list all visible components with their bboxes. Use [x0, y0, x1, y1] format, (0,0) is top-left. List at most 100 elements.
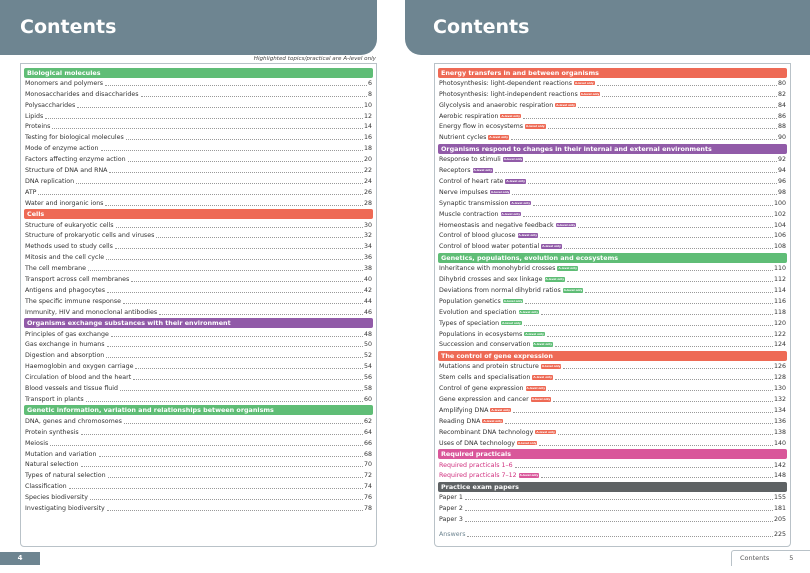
toc-entry[interactable]: Transport across cell membranes 40: [24, 274, 373, 285]
toc-entry[interactable]: Factors affecting enzyme action 20: [24, 154, 373, 165]
dot-leader: [541, 313, 773, 315]
entry-title-text: Homeostasis and negative feedback: [439, 221, 554, 229]
toc-entry[interactable]: ATP 26: [24, 187, 373, 198]
toc-entry[interactable]: Reading DNA A-level only 136: [438, 416, 787, 427]
dot-leader: [156, 237, 363, 239]
toc-entry[interactable]: Lipids 12: [24, 111, 373, 122]
toc-entry[interactable]: Uses of DNA technology A-level only 140: [438, 438, 787, 449]
toc-entry[interactable]: Aerobic respiration A-level only 86: [438, 111, 787, 122]
toc-entry[interactable]: Mitosis and the cell cycle 36: [24, 252, 373, 263]
toc-entry[interactable]: Inheritance with monohybrid crosses A-lev…: [438, 263, 787, 274]
toc-entry[interactable]: Antigens and phagocytes 42: [24, 285, 373, 296]
toc-entry[interactable]: Meiosis 66: [24, 438, 373, 449]
toc-entry[interactable]: Required practicals 1–6 142: [438, 460, 787, 471]
toc-entry[interactable]: Polysaccharides 10: [24, 100, 373, 111]
toc-entry[interactable]: Recombinant DNA technology A-level only 13…: [438, 427, 787, 438]
toc-entry[interactable]: Synaptic transmission A-level only 100: [438, 198, 787, 209]
entry-page: 84: [777, 101, 786, 109]
toc-entry[interactable]: Population genetics A-level only 116: [438, 296, 787, 307]
toc-entry[interactable]: Species biodiversity 76: [24, 492, 373, 503]
entry-title: Mitosis and the cell cycle: [25, 253, 104, 263]
toc-entry[interactable]: Testing for biological molecules 16: [24, 132, 373, 143]
toc-entry[interactable]: Blood vessels and tissue fluid 58: [24, 383, 373, 394]
toc-entry[interactable]: Mutations and protein structure A-level o…: [438, 361, 787, 372]
toc-entry[interactable]: Structure of prokaryotic cells and virus…: [24, 231, 373, 242]
toc-entry[interactable]: DNA replication 24: [24, 176, 373, 187]
entry-page: 26: [363, 188, 372, 196]
toc-entry[interactable]: Monomers and polymers 6: [24, 78, 373, 89]
toc-entry[interactable]: Homeostasis and negative feedback A-level…: [438, 220, 787, 231]
toc-entry[interactable]: Haemoglobin and oxygen carriage 54: [24, 361, 373, 372]
entry-title: Paper 1: [439, 493, 463, 503]
toc-entry[interactable]: Required practicals 7–12 A-level only 148: [438, 471, 787, 482]
toc-entry[interactable]: Control of gene expression A-level only 13…: [438, 383, 787, 394]
toc-entry[interactable]: Methods used to study cells 34: [24, 241, 373, 252]
a-level-badge: A-level only: [524, 331, 545, 337]
entry-page: 58: [363, 385, 372, 393]
toc-entry[interactable]: Immunity, HIV and monoclonal antibodies 4…: [24, 307, 373, 318]
toc-entry[interactable]: Energy flow in ecosystems A-level only 88: [438, 122, 787, 133]
a-level-badge: A-level only: [490, 407, 511, 413]
entry-page: 82: [777, 90, 786, 98]
toc-entry[interactable]: Evolution and speciation A-level only 118: [438, 307, 787, 318]
toc-entry[interactable]: Nerve impulses A-level only 98: [438, 187, 787, 198]
toc-entry[interactable]: Types of natural selection 72: [24, 470, 373, 481]
toc-entry[interactable]: Nutrient cycles A-level only 90: [438, 132, 787, 143]
entry-title-text: Stem cells and specialisation: [439, 374, 531, 382]
dot-leader: [90, 499, 363, 501]
toc-entry[interactable]: Response to stimuli A-level only 92: [438, 154, 787, 165]
toc-entry[interactable]: Populations in ecosystems A-level only 122: [438, 329, 787, 340]
entry-title: Homeostasis and negative feedback A-level…: [439, 221, 577, 231]
toc-entry[interactable]: Glycolysis and anaerobic respiration A-le…: [438, 100, 787, 111]
toc-entry[interactable]: Deviations from normal dihybrid ratios A-…: [438, 285, 787, 296]
toc-entry[interactable]: Control of blood glucose A-level only 106: [438, 231, 787, 242]
toc-entry[interactable]: Photosynthesis: light-dependent reaction…: [438, 78, 787, 89]
a-level-badge: A-level only: [518, 473, 540, 478]
toc-entry[interactable]: Structure of eukaryotic cells 30: [24, 220, 373, 231]
toc-entry[interactable]: Investigating biodiversity 78: [24, 503, 373, 514]
entry-title: Mode of enzyme action: [25, 144, 99, 154]
entry-title: Glycolysis and anaerobic respiration A-le…: [439, 101, 576, 111]
toc-entry[interactable]: DNA, genes and chromosomes 62: [24, 416, 373, 427]
toc-entry[interactable]: Stem cells and specialisation A-level onl…: [438, 372, 787, 383]
toc-entry[interactable]: Amplifying DNA A-level only 134: [438, 405, 787, 416]
entry-title: ATP: [25, 188, 36, 198]
toc-entry-answers[interactable]: Answers 225: [438, 529, 787, 540]
page-number-left: 4: [0, 552, 40, 565]
toc-entry[interactable]: Gene expression and cancer A-level only 13…: [438, 394, 787, 405]
toc-entry[interactable]: Paper 1 155: [438, 492, 787, 503]
entry-page: 50: [363, 341, 372, 349]
toc-entry[interactable]: Protein synthesis 64: [24, 427, 373, 438]
entry-title: Control of blood water potential A-level …: [439, 242, 562, 252]
toc-entry[interactable]: The specific immune response 44: [24, 296, 373, 307]
toc-entry[interactable]: Paper 3 205: [438, 514, 787, 525]
toc-entry[interactable]: Principles of gas exchange 48: [24, 329, 373, 340]
toc-entry[interactable]: Muscle contraction A-level only 102: [438, 209, 787, 220]
toc-entry[interactable]: Mutation and variation 68: [24, 449, 373, 460]
toc-entry[interactable]: Structure of DNA and RNA 22: [24, 165, 373, 176]
toc-entry[interactable]: Receptors A-level only 94: [438, 165, 787, 176]
toc-entry[interactable]: The cell membrane 38: [24, 263, 373, 274]
entry-page: 48: [363, 330, 372, 338]
toc-entry[interactable]: Control of blood water potential A-level …: [438, 241, 787, 252]
a-level-badge: A-level only: [557, 266, 578, 271]
toc-entry[interactable]: Paper 2 181: [438, 503, 787, 514]
toc-entry[interactable]: Circulation of blood and the heart 56: [24, 372, 373, 383]
toc-entry[interactable]: Classification 74: [24, 481, 373, 492]
toc-entry[interactable]: Control of heart rate A-level only 96: [438, 176, 787, 187]
toc-entry[interactable]: Gas exchange in humans 50: [24, 340, 373, 351]
toc-entry[interactable]: Types of speciation A-level only 120: [438, 318, 787, 329]
toc-entry[interactable]: Monosaccharides and disaccharides 8: [24, 89, 373, 100]
dot-leader: [596, 84, 777, 86]
toc-entry[interactable]: Mode of enzyme action 18: [24, 143, 373, 154]
entry-title: Response to stimuli A-level only: [439, 155, 524, 165]
toc-entry[interactable]: Photosynthesis: light-independent reacti…: [438, 89, 787, 100]
toc-entry[interactable]: Dihybrid crosses and sex linkage A-level …: [438, 274, 787, 285]
toc-entry[interactable]: Proteins 14: [24, 122, 373, 133]
toc-entry[interactable]: Succession and conservation A-level only 1…: [438, 340, 787, 351]
toc-entry[interactable]: Digestion and absorption 52: [24, 350, 373, 361]
toc-entry[interactable]: Natural selection 70: [24, 460, 373, 471]
toc-entry[interactable]: Transport in plants 60: [24, 394, 373, 405]
entry-page: 124: [773, 341, 786, 349]
toc-entry[interactable]: Water and inorganic ions 28: [24, 198, 373, 209]
